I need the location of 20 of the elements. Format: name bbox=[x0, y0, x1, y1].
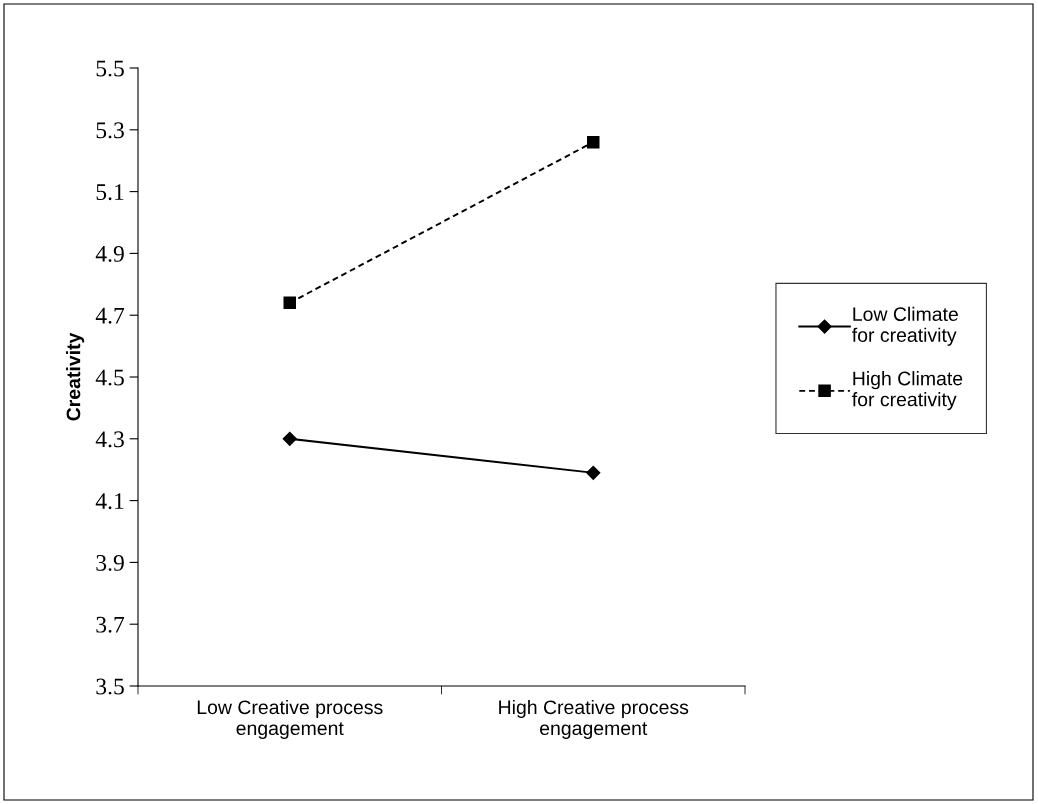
y-tick-label: 4.7 bbox=[95, 307, 125, 324]
point bbox=[586, 465, 601, 480]
legend-label: High Climate for creativity bbox=[852, 371, 963, 411]
point bbox=[283, 296, 297, 310]
y-tick-label: 5.3 bbox=[96, 122, 124, 139]
y-tick-label: 4.3 bbox=[95, 431, 124, 448]
point bbox=[586, 135, 600, 149]
y-tick-label: 5.1 bbox=[96, 184, 124, 201]
y-tick-label: 3.9 bbox=[96, 554, 124, 571]
y-tick-label: 3.7 bbox=[96, 616, 125, 633]
point bbox=[282, 431, 297, 446]
x-tick-label: High Creative process engagement bbox=[499, 699, 689, 739]
y-tick-label: 4.1 bbox=[95, 493, 124, 510]
y-tick-label: 5.5 bbox=[96, 60, 124, 77]
legend-label: Low Climate for creativity bbox=[852, 306, 958, 346]
y-tick-label: 3.5 bbox=[96, 678, 124, 695]
x-tick-label: Low Creative process engagement bbox=[197, 699, 383, 739]
y-tick-label: 4.5 bbox=[95, 369, 124, 386]
y-tick-label: 4.9 bbox=[95, 245, 124, 262]
y-axis-title: Creativity bbox=[66, 332, 85, 421]
